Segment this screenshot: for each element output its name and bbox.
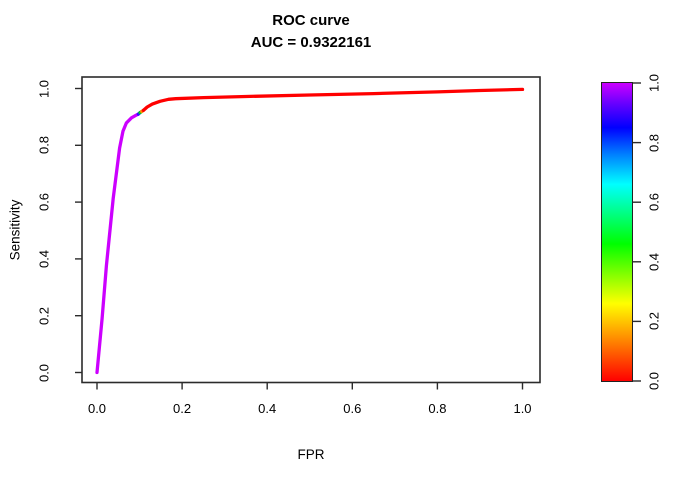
colorbar-tick-label: 0.8 — [646, 133, 662, 152]
x-axis-title: FPR — [297, 447, 325, 462]
x-tick-label: 0.6 — [343, 401, 362, 416]
colorbar-tick-label: 1.0 — [646, 73, 662, 93]
colorbar-tick-label: 0.2 — [646, 312, 662, 331]
title-block: ROC curve AUC = 0.9322161 — [82, 10, 540, 54]
y-tick-label: 0.4 — [36, 249, 52, 268]
chart-title: ROC curve — [272, 12, 350, 29]
y-tick-label: 0.6 — [36, 193, 52, 212]
roc-curve-segment-threshold-low-red — [141, 87, 525, 113]
plot-box — [81, 76, 541, 384]
y-tick-label: 0.8 — [36, 136, 52, 155]
colorbar-gradient — [601, 82, 633, 382]
x-tick-label: 0.0 — [87, 401, 107, 416]
chart-subtitle: AUC = 0.9322161 — [250, 34, 372, 51]
roc-curve-segment-threshold-high-purple — [95, 112, 140, 375]
colorbar-tick-label: 0.4 — [646, 252, 662, 271]
x-tick-label: 0.4 — [258, 401, 277, 416]
y-axis-title: Sensitivity — [7, 199, 23, 261]
x-tick-label: 0.2 — [173, 401, 192, 416]
colorbar-tick-label: 0.0 — [646, 371, 662, 391]
x-tick-label: 0.8 — [428, 401, 447, 416]
y-tick-label: 0.0 — [36, 363, 52, 382]
y-tick-label: 0.2 — [36, 306, 52, 325]
y-tick-label: 1.0 — [36, 79, 52, 98]
colorbar-tick-label: 0.6 — [646, 193, 662, 212]
x-tick-label: 1.0 — [513, 401, 532, 416]
